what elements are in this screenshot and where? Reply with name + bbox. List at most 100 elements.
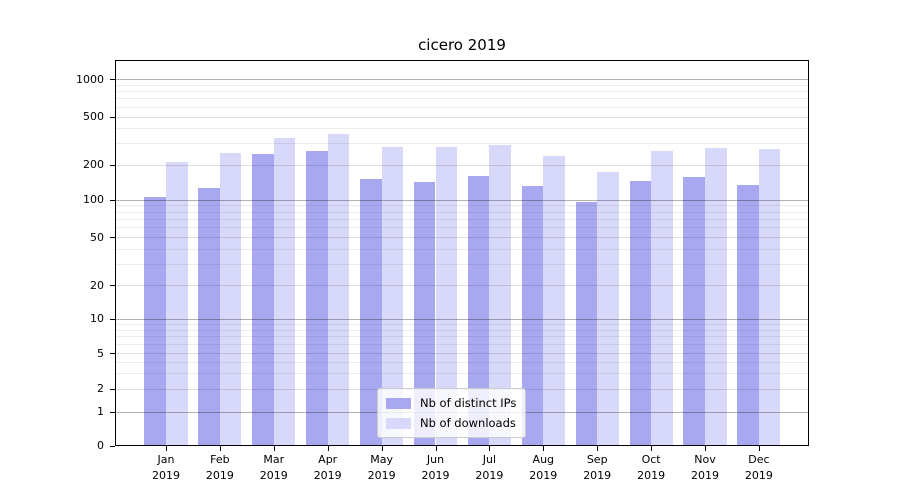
y-tick-label-0: 0 <box>97 439 104 452</box>
gridline-100 <box>116 199 808 201</box>
bar-nb-of-downloads-sep <box>597 172 619 446</box>
bar-nb-of-downloads-jan <box>166 161 188 446</box>
x-tick-label-feb: Feb 2019 <box>205 453 234 482</box>
x-tick-label-sep: Sep 2019 <box>583 453 612 482</box>
x-tick-dec <box>758 446 760 451</box>
x-tick-label-jun: Jun 2019 <box>421 453 450 482</box>
y-tick-label-500: 500 <box>83 110 104 123</box>
x-tick-sep <box>597 446 599 451</box>
y-tick-1 <box>110 411 115 413</box>
x-tick-label-may: May 2019 <box>367 453 396 482</box>
legend-swatch-downloads <box>386 417 411 429</box>
gridline-200 <box>116 164 808 166</box>
gridline-minor-8 <box>116 329 808 331</box>
chart-title: cicero 2019 <box>418 36 506 54</box>
gridline-5 <box>116 353 808 354</box>
gridline-minor-40 <box>116 248 808 250</box>
bar-nb-of-distinct-ips-jan <box>144 197 166 446</box>
gridline-minor-4 <box>116 361 808 363</box>
bar-nb-of-downloads-oct <box>651 150 673 446</box>
y-tick-label-2: 2 <box>97 382 104 395</box>
gridline-minor-80 <box>116 211 808 213</box>
bar-nb-of-distinct-ips-jul <box>467 175 490 446</box>
bar-nb-of-downloads-apr <box>327 134 350 446</box>
y-tick-label-10: 10 <box>90 312 104 325</box>
gridline-minor-9 <box>116 323 808 325</box>
gridline-10 <box>116 318 808 320</box>
y-tick-label-1: 1 <box>97 405 104 418</box>
legend-label-distinct-ips: Nb of distinct IPs <box>420 396 517 410</box>
y-tick-10 <box>110 318 115 320</box>
legend: Nb of distinct IPs Nb of downloads <box>377 388 527 438</box>
x-tick-aug <box>543 446 545 451</box>
gridline-minor-60 <box>116 227 808 229</box>
bar-nb-of-downloads-mar <box>273 138 296 446</box>
gridline-minor-3 <box>116 372 808 374</box>
y-tick-500 <box>110 116 115 118</box>
gridline-500 <box>116 116 808 118</box>
bar-nb-of-downloads-aug <box>543 156 565 446</box>
bar-nb-of-distinct-ips-mar <box>252 153 274 446</box>
gridline-minor-900 <box>116 84 808 86</box>
gridline-minor-400 <box>116 128 808 130</box>
legend-row-distinct-ips: Nb of distinct IPs <box>386 395 516 411</box>
legend-label-downloads: Nb of downloads <box>420 416 516 430</box>
bar-nb-of-distinct-ips-jun <box>413 181 436 446</box>
bar-nb-of-distinct-ips-feb <box>198 188 220 446</box>
bar-nb-of-distinct-ips-apr <box>306 150 328 446</box>
gridline-minor-800 <box>116 91 808 93</box>
y-tick-label-1000: 1000 <box>76 72 104 86</box>
gridline-20 <box>116 285 808 286</box>
bar-nb-of-downloads-dec <box>758 149 781 446</box>
y-tick-20 <box>110 285 115 286</box>
bar-nb-of-downloads-feb <box>219 153 242 446</box>
x-tick-may <box>381 446 383 451</box>
gridline-minor-700 <box>116 98 808 100</box>
y-tick-5 <box>110 353 115 354</box>
x-tick-jan <box>166 446 167 451</box>
gridline-1000 <box>116 79 808 80</box>
x-tick-label-dec: Dec 2019 <box>744 453 773 482</box>
x-tick-mar <box>273 446 275 451</box>
y-tick-label-100: 100 <box>83 193 104 206</box>
gridline-minor-6 <box>116 343 808 345</box>
gridline-minor-30 <box>116 263 808 265</box>
x-tick-label-apr: Apr 2019 <box>313 453 342 482</box>
bar-nb-of-distinct-ips-sep <box>575 202 598 446</box>
y-tick-0 <box>110 445 115 447</box>
bar-nb-of-distinct-ips-nov <box>683 177 705 446</box>
bar-nb-of-distinct-ips-oct <box>629 180 652 446</box>
y-tick-1000 <box>110 79 115 80</box>
legend-swatch-distinct-ips <box>386 397 411 409</box>
x-tick-label-mar: Mar 2019 <box>259 453 288 482</box>
legend-row-downloads: Nb of downloads <box>386 415 516 431</box>
y-tick-100 <box>110 199 115 201</box>
x-tick-jul <box>489 446 491 451</box>
gridline-minor-600 <box>116 106 808 108</box>
bar-nb-of-downloads-nov <box>705 147 727 446</box>
x-tick-nov <box>705 446 706 451</box>
x-tick-label-aug: Aug 2019 <box>529 453 558 482</box>
x-tick-apr <box>327 446 329 451</box>
y-tick-label-200: 200 <box>83 158 104 171</box>
gridline-minor-7 <box>116 336 808 338</box>
gridline-minor-70 <box>116 218 808 220</box>
bar-nb-of-downloads-jun <box>435 146 458 446</box>
bar-nb-of-downloads-jul <box>489 144 511 446</box>
bar-nb-of-downloads-may <box>381 146 404 446</box>
x-tick-label-jan: Jan 2019 <box>152 453 180 482</box>
y-tick-label-20: 20 <box>90 278 104 292</box>
gridline-50 <box>116 237 808 238</box>
y-tick-50 <box>110 237 115 238</box>
y-tick-label-5: 5 <box>97 346 104 360</box>
gridline-minor-90 <box>116 205 808 207</box>
x-tick-jun <box>435 446 437 451</box>
x-tick-label-nov: Nov 2019 <box>691 453 719 482</box>
y-tick-2 <box>110 388 115 390</box>
x-tick-label-jul: Jul 2019 <box>475 453 504 482</box>
bar-nb-of-distinct-ips-dec <box>737 185 759 446</box>
bar-nb-of-distinct-ips-aug <box>521 186 544 446</box>
gridline-minor-300 <box>116 143 808 145</box>
y-tick-label-50: 50 <box>90 230 104 244</box>
